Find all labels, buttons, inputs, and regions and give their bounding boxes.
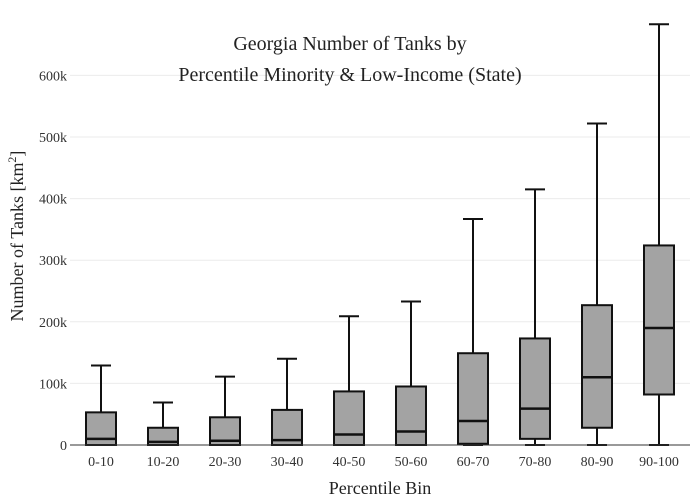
box-80-90 <box>581 122 613 446</box>
x-tick-label: 80-90 <box>581 455 614 470</box>
box-50-60 <box>395 300 427 446</box>
chart-title-line-2: Percentile Minority & Low-Income (State) <box>178 64 521 86</box>
chart-title-line-1: Georgia Number of Tanks by <box>233 33 466 55</box>
box-10-20 <box>147 401 179 447</box>
iqr-box <box>457 352 489 445</box>
x-tick-label: 30-40 <box>271 455 304 470</box>
x-tick-label: 90-100 <box>639 455 679 470</box>
x-axis-label: Percentile Bin <box>329 478 431 498</box>
box-70-80 <box>519 188 551 446</box>
y-tick-labels: 0 100k 200k 300k 400k 500k 600k <box>39 69 67 454</box>
y-tick-label: 100k <box>39 377 67 392</box>
x-tick-label: 40-50 <box>333 455 366 470</box>
iqr-box <box>85 411 117 446</box>
iqr-box <box>395 385 427 446</box>
iqr-box <box>519 337 551 440</box>
box-20-30 <box>209 375 241 447</box>
x-tick-label: 10-20 <box>147 455 180 470</box>
x-tick-label: 70-80 <box>519 455 552 470</box>
y-tick-label: 300k <box>39 254 67 269</box>
x-tick-label: 20-30 <box>209 455 242 470</box>
y-axis-label-superscript: 2 <box>5 157 19 163</box>
iqr-box <box>581 304 613 429</box>
box-40-50 <box>333 315 365 447</box>
box-90-100 <box>643 23 675 446</box>
box-0-10 <box>85 364 117 446</box>
x-tick-label: 50-60 <box>395 455 428 470</box>
iqr-box <box>643 244 675 396</box>
iqr-box <box>333 390 365 447</box>
y-tick-label: 200k <box>39 316 67 331</box>
y-tick-label: 600k <box>39 69 67 84</box>
y-tick-label: 400k <box>39 193 67 208</box>
y-axis-label-end: ] <box>7 151 27 157</box>
y-tick-label: 500k <box>39 131 67 146</box>
box-60-70 <box>457 217 489 446</box>
x-tick-label: 0-10 <box>88 455 114 470</box>
x-tick-labels: 0-10 10-20 20-30 30-40 40-50 50-60 60-70 70-80 8… <box>88 455 679 470</box>
box-30-40 <box>271 357 303 446</box>
boxes <box>85 23 675 447</box>
y-axis-label: Number of Tanks [km2] <box>5 151 27 322</box>
x-tick-label: 60-70 <box>457 455 490 470</box>
y-tick-label: 0 <box>60 439 67 454</box>
y-axis-label-main: Number of Tanks [km <box>7 163 27 322</box>
